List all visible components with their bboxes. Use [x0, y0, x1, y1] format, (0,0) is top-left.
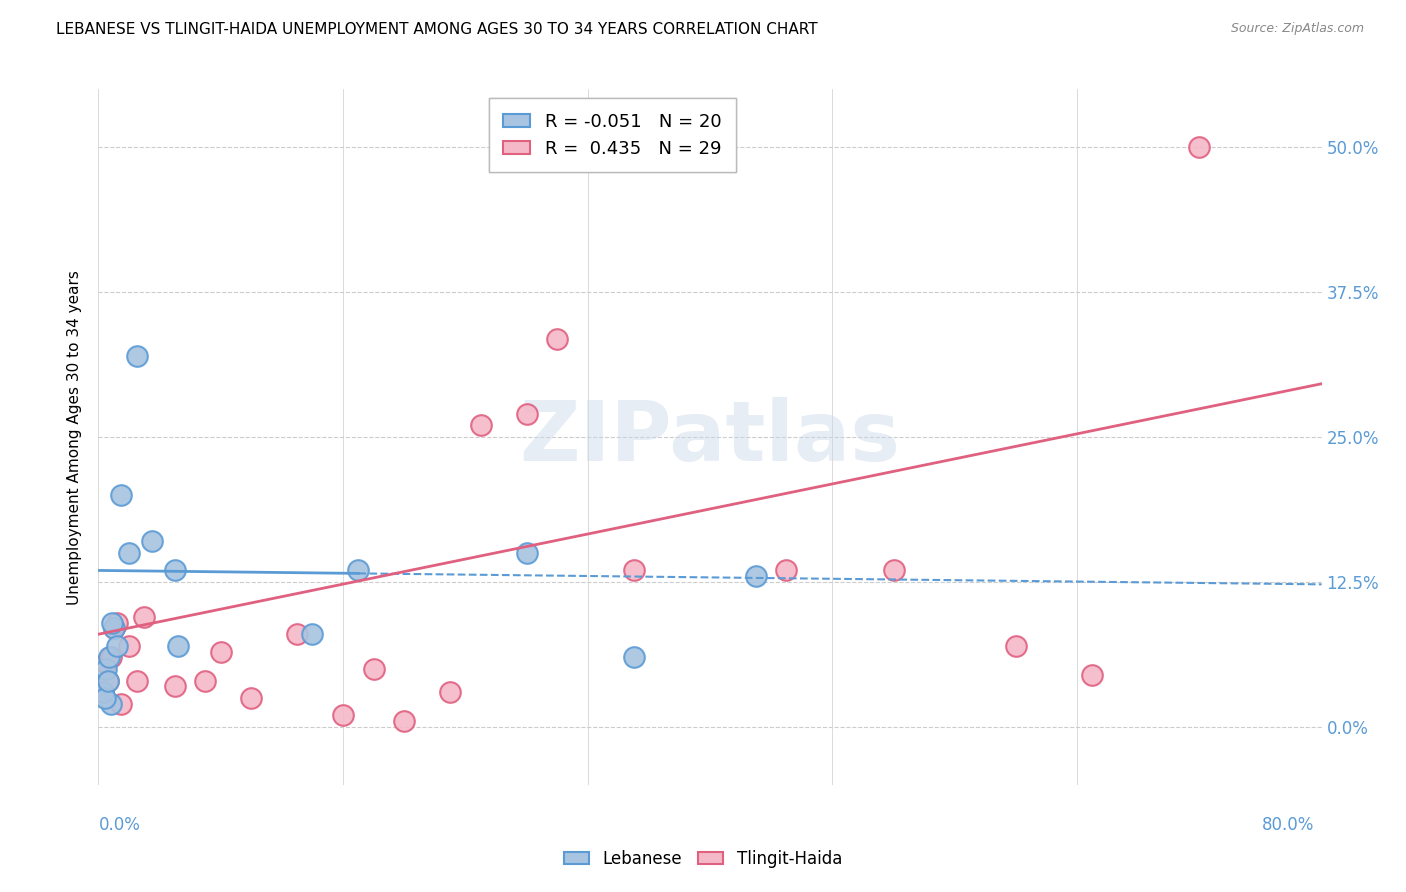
Point — [209, 644, 232, 658]
Point — [118, 639, 141, 653]
Point — [347, 564, 370, 578]
Point — [745, 569, 768, 583]
Point — [516, 546, 538, 560]
Point — [100, 697, 122, 711]
Point — [163, 680, 186, 694]
Point — [240, 690, 263, 705]
Text: 80.0%: 80.0% — [1263, 816, 1315, 834]
Point — [332, 708, 354, 723]
Text: 0.0%: 0.0% — [98, 816, 141, 834]
Point — [110, 697, 132, 711]
Point — [668, 140, 690, 154]
Point — [105, 615, 128, 630]
Point — [363, 662, 385, 676]
Point — [105, 639, 128, 653]
Point — [134, 610, 156, 624]
Point — [94, 657, 117, 671]
Point — [91, 685, 114, 699]
Point — [775, 564, 797, 578]
Point — [439, 685, 461, 699]
Point — [285, 627, 308, 641]
Point — [94, 662, 117, 676]
Point — [141, 534, 163, 549]
Point — [103, 621, 125, 635]
Point — [1081, 667, 1104, 681]
Point — [470, 418, 492, 433]
Point — [100, 650, 122, 665]
Point — [623, 650, 645, 665]
Point — [1188, 140, 1211, 154]
Point — [301, 627, 323, 641]
Point — [167, 639, 190, 653]
Point — [546, 331, 568, 345]
Legend: R = -0.051   N = 20, R =  0.435   N = 29: R = -0.051 N = 20, R = 0.435 N = 29 — [489, 98, 735, 172]
Y-axis label: Unemployment Among Ages 30 to 34 years: Unemployment Among Ages 30 to 34 years — [67, 269, 83, 605]
Point — [392, 714, 416, 728]
Point — [118, 546, 141, 560]
Point — [125, 673, 148, 688]
Point — [125, 349, 148, 363]
Point — [194, 673, 217, 688]
Point — [516, 407, 538, 421]
Legend: Lebanese, Tlingit-Haida: Lebanese, Tlingit-Haida — [557, 844, 849, 875]
Point — [623, 564, 645, 578]
Point — [97, 673, 120, 688]
Text: LEBANESE VS TLINGIT-HAIDA UNEMPLOYMENT AMONG AGES 30 TO 34 YEARS CORRELATION CHA: LEBANESE VS TLINGIT-HAIDA UNEMPLOYMENT A… — [56, 22, 818, 37]
Point — [97, 673, 120, 688]
Text: ZIPatlas: ZIPatlas — [520, 397, 900, 477]
Point — [101, 615, 124, 630]
Point — [98, 650, 121, 665]
Point — [103, 621, 125, 635]
Point — [110, 488, 132, 502]
Text: Source: ZipAtlas.com: Source: ZipAtlas.com — [1230, 22, 1364, 36]
Point — [93, 690, 115, 705]
Point — [91, 685, 114, 699]
Point — [163, 564, 186, 578]
Point — [1004, 639, 1026, 653]
Point — [883, 564, 905, 578]
